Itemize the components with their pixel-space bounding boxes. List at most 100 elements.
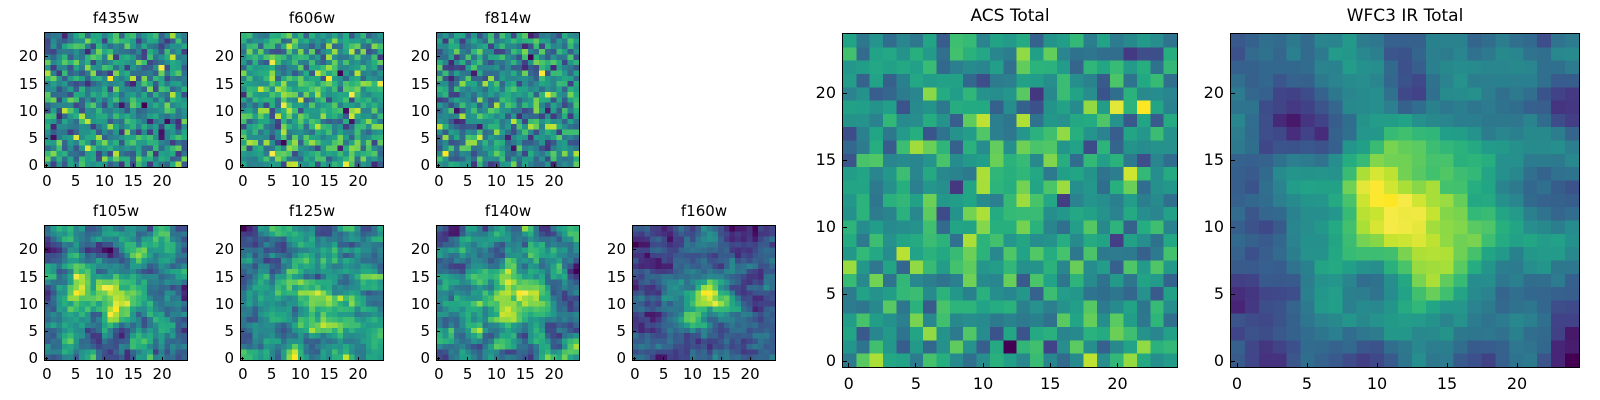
y-tick-mark <box>842 293 847 295</box>
x-tick-label: 15 <box>515 365 535 383</box>
x-tick-mark <box>161 164 163 168</box>
y-tick-mark <box>240 303 244 305</box>
panel-title: f140w <box>484 202 532 220</box>
y-tick-label: 15 <box>410 74 430 93</box>
x-tick-mark <box>103 357 105 361</box>
y-tick-mark <box>44 55 48 57</box>
y-tick-label: 10 <box>18 101 38 120</box>
y-tick-label: 15 <box>606 267 626 286</box>
y-tick-mark <box>240 55 244 57</box>
x-tick-label: 0 <box>434 365 444 383</box>
x-tick-label: 15 <box>319 172 339 190</box>
y-tick-mark <box>842 226 847 228</box>
x-tick-mark <box>75 357 77 361</box>
y-tick-label: 5 <box>224 129 234 148</box>
x-tick-label: 0 <box>434 172 444 190</box>
panel-title: f105w <box>92 202 140 220</box>
y-tick-mark <box>436 303 440 305</box>
x-tick-label: 15 <box>123 172 143 190</box>
x-tick-mark <box>720 357 722 361</box>
y-tick-mark <box>44 330 48 332</box>
y-tick-label: 5 <box>616 322 626 341</box>
y-tick-mark <box>44 248 48 250</box>
x-tick-label: 5 <box>70 172 81 190</box>
y-tick-mark <box>436 357 440 359</box>
y-tick-mark <box>240 83 244 85</box>
x-tick-label: 20 <box>544 365 564 383</box>
x-tick-mark <box>691 357 693 361</box>
x-tick-label: 10 <box>94 365 115 383</box>
y-tick-label: 5 <box>1213 284 1224 304</box>
y-tick-label: 0 <box>616 349 626 368</box>
y-tick-label: 0 <box>420 349 430 368</box>
x-tick-label: 0 <box>843 374 854 393</box>
y-tick-mark <box>632 248 636 250</box>
y-tick-mark <box>436 248 440 250</box>
x-tick-label: 15 <box>1436 374 1458 393</box>
y-tick-label: 20 <box>18 47 38 66</box>
heatmap-image <box>1230 33 1580 368</box>
heatmap-image <box>436 225 580 361</box>
x-tick-mark <box>328 357 330 361</box>
y-tick-label: 20 <box>1203 83 1224 103</box>
y-tick-mark <box>44 303 48 305</box>
heatmap-image <box>240 32 384 168</box>
y-tick-label: 15 <box>410 267 430 286</box>
y-tick-label: 15 <box>214 267 234 286</box>
y-tick-label: 0 <box>420 156 430 175</box>
y-tick-label: 5 <box>420 322 430 341</box>
x-tick-label: 5 <box>266 365 277 383</box>
y-tick-label: 15 <box>1203 150 1224 170</box>
y-tick-mark <box>436 137 440 139</box>
x-tick-mark <box>438 357 440 361</box>
y-tick-mark <box>842 360 847 362</box>
y-tick-label: 20 <box>214 47 234 66</box>
y-tick-mark <box>436 55 440 57</box>
y-tick-label: 20 <box>606 240 626 259</box>
x-tick-label: 0 <box>238 365 248 383</box>
x-tick-label: 0 <box>630 365 640 383</box>
y-tick-label: 10 <box>214 294 234 313</box>
x-tick-label: 15 <box>1040 374 1061 393</box>
x-tick-mark <box>467 357 469 361</box>
y-tick-label: 10 <box>410 101 430 120</box>
heatmap-image <box>842 33 1178 368</box>
x-tick-label: 20 <box>1506 374 1528 393</box>
y-tick-mark <box>240 110 244 112</box>
x-tick-label: 5 <box>462 365 473 383</box>
x-tick-label: 10 <box>486 172 507 190</box>
x-tick-mark <box>357 357 359 361</box>
x-tick-label: 0 <box>1231 374 1243 393</box>
y-tick-mark <box>44 357 48 359</box>
y-tick-label: 20 <box>214 240 234 259</box>
x-tick-mark <box>749 357 751 361</box>
y-tick-mark <box>1230 226 1235 228</box>
y-tick-mark <box>632 330 636 332</box>
x-tick-label: 5 <box>266 172 277 190</box>
y-tick-mark <box>44 83 48 85</box>
heatmap-image <box>44 225 188 361</box>
panel-title: f606w <box>288 9 336 27</box>
y-tick-label: 15 <box>18 267 38 286</box>
x-tick-label: 20 <box>1107 374 1128 393</box>
x-tick-label: 15 <box>515 172 535 190</box>
x-tick-mark <box>103 164 105 168</box>
y-tick-label: 20 <box>815 83 836 103</box>
x-tick-mark <box>467 164 469 168</box>
x-tick-label: 15 <box>711 365 731 383</box>
x-tick-mark <box>634 357 636 361</box>
y-tick-mark <box>1230 159 1235 161</box>
y-tick-label: 15 <box>214 74 234 93</box>
x-tick-label: 10 <box>1366 374 1388 393</box>
panel-title: f125w <box>288 202 336 220</box>
heatmap-image <box>240 225 384 361</box>
x-tick-mark <box>1376 363 1378 368</box>
y-tick-mark <box>44 110 48 112</box>
y-tick-label: 20 <box>18 240 38 259</box>
y-tick-label: 5 <box>420 129 430 148</box>
y-tick-label: 0 <box>224 349 234 368</box>
x-tick-mark <box>1049 363 1051 368</box>
y-tick-mark <box>436 164 440 166</box>
x-tick-mark <box>495 164 497 168</box>
y-tick-mark <box>240 137 244 139</box>
